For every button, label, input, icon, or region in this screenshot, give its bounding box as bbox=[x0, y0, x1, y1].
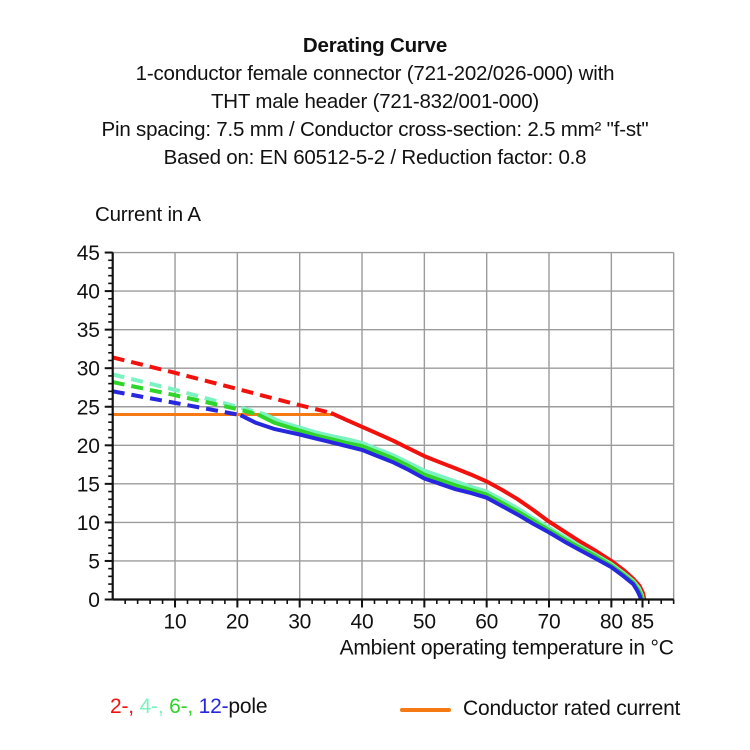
curve-6-pole-solid bbox=[257, 412, 645, 600]
pole-legend-segment: 4-, bbox=[133, 695, 164, 718]
pole-legend-segment: 12- bbox=[193, 695, 229, 718]
x-axis-title: Ambient operating temperature in °C bbox=[340, 637, 674, 660]
y-tick-label: 5 bbox=[88, 550, 99, 573]
chart-subtitle-1: 1-conductor female connector (721-202/02… bbox=[135, 62, 615, 85]
x-tick-label: 10 bbox=[164, 611, 187, 634]
curve-6-pole-dashed bbox=[112, 380, 259, 417]
y-tick-label: 20 bbox=[77, 435, 100, 458]
series-12-pole bbox=[112, 389, 643, 601]
legend-row: 2-, 4-, 6-, 12-pole Conductor rated curr… bbox=[0, 695, 750, 729]
curve-2-pole-dashed bbox=[112, 355, 332, 415]
y-tick-label: 45 bbox=[77, 242, 100, 265]
y-tick-label: 25 bbox=[77, 396, 100, 419]
y-tick-label: 10 bbox=[77, 512, 100, 535]
x-tick-label: 50 bbox=[413, 611, 436, 634]
x-tick-label: 85 bbox=[631, 611, 654, 634]
pole-legend-segment: 6-, bbox=[163, 695, 194, 718]
x-tick-labels: 10 20 30 40 50 60 70 80 85 bbox=[164, 611, 655, 634]
y-tick-label: 15 bbox=[77, 473, 100, 496]
y-tick-labels: 0 5 10 15 20 25 30 35 40 45 bbox=[77, 242, 100, 612]
curve-12-pole-solid bbox=[239, 413, 643, 601]
x-tick-label: 30 bbox=[288, 611, 311, 634]
chart-title: Derating Curve bbox=[302, 34, 448, 57]
curve-4-pole-dashed bbox=[112, 372, 266, 417]
x-tick-label: 20 bbox=[226, 611, 249, 634]
y-axis-title: Current in A bbox=[95, 203, 201, 226]
rated-current-legend-label: Conductor rated current bbox=[463, 697, 681, 720]
axes bbox=[111, 252, 674, 601]
y-tick-label: 0 bbox=[88, 589, 99, 612]
x-tick-label: 60 bbox=[475, 611, 498, 634]
pole-legend: 2-, 4-, 6-, 12-pole bbox=[110, 695, 268, 719]
series-2-pole bbox=[112, 355, 647, 600]
x-tick-label: 70 bbox=[538, 611, 561, 634]
chart-subtitle-2: THT male header (721-832/001-000) bbox=[210, 90, 540, 113]
series-4-pole bbox=[112, 372, 645, 600]
x-axis-title-group: Ambient operating temperature in °C bbox=[340, 637, 674, 660]
derating-chart: 10 20 30 40 50 60 70 80 85 0 5 10 15 20 25 30 35 40 45 Ambi… bbox=[60, 235, 730, 665]
curve-12-pole-dashed bbox=[112, 389, 241, 418]
curve-4-pole-solid bbox=[264, 412, 645, 600]
y-tick-label: 30 bbox=[77, 358, 100, 381]
rated-current-line-swatch bbox=[400, 708, 451, 712]
gridlines bbox=[112, 251, 675, 600]
derating-chart-svg: 10 20 30 40 50 60 70 80 85 0 5 10 15 20 25 30 35 40 45 Ambi… bbox=[77, 242, 675, 660]
ticks bbox=[104, 251, 675, 608]
pole-legend-segment: 2-, bbox=[110, 695, 134, 718]
y-tick-label: 40 bbox=[77, 281, 100, 304]
chart-subtitle-4: Based on: EN 60512-5-2 / Reduction facto… bbox=[163, 146, 587, 169]
x-tick-label: 40 bbox=[351, 611, 374, 634]
curve-2-pole-solid bbox=[330, 411, 647, 600]
chart-subtitle-3: Pin spacing: 7.5 mm / Conductor cross-se… bbox=[101, 118, 649, 141]
y-tick-label: 35 bbox=[77, 319, 100, 342]
pole-legend-segment: pole bbox=[228, 695, 268, 718]
x-tick-label: 80 bbox=[600, 611, 623, 634]
title-block: Derating Curve 1-conductor female connec… bbox=[0, 32, 750, 172]
